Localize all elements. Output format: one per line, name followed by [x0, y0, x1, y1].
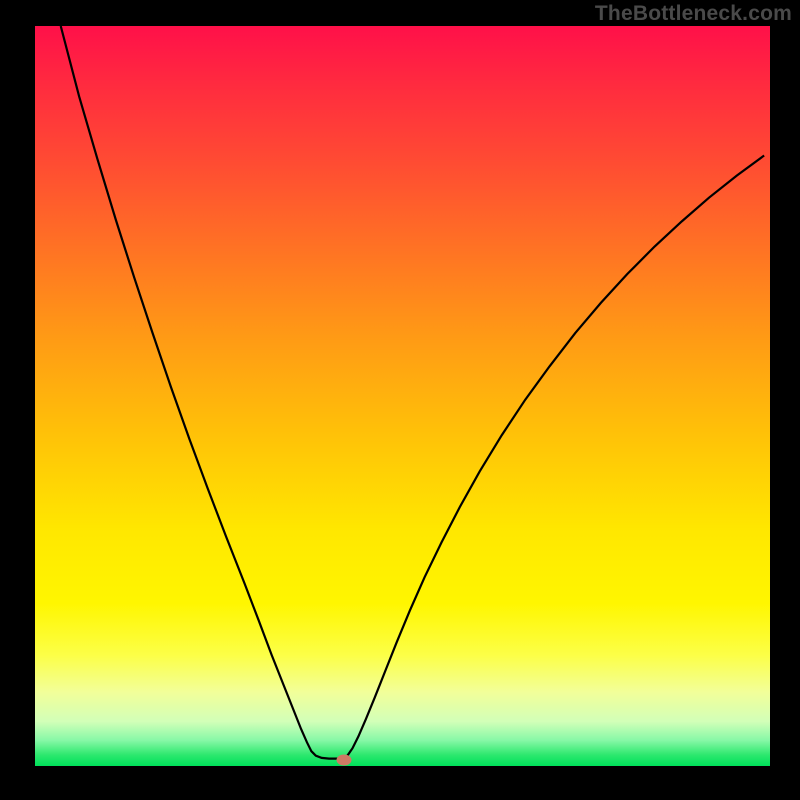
gradient-background: [35, 26, 770, 766]
watermark-text: TheBottleneck.com: [595, 2, 792, 26]
plot-area: [35, 26, 770, 766]
minimum-marker: [336, 755, 351, 766]
